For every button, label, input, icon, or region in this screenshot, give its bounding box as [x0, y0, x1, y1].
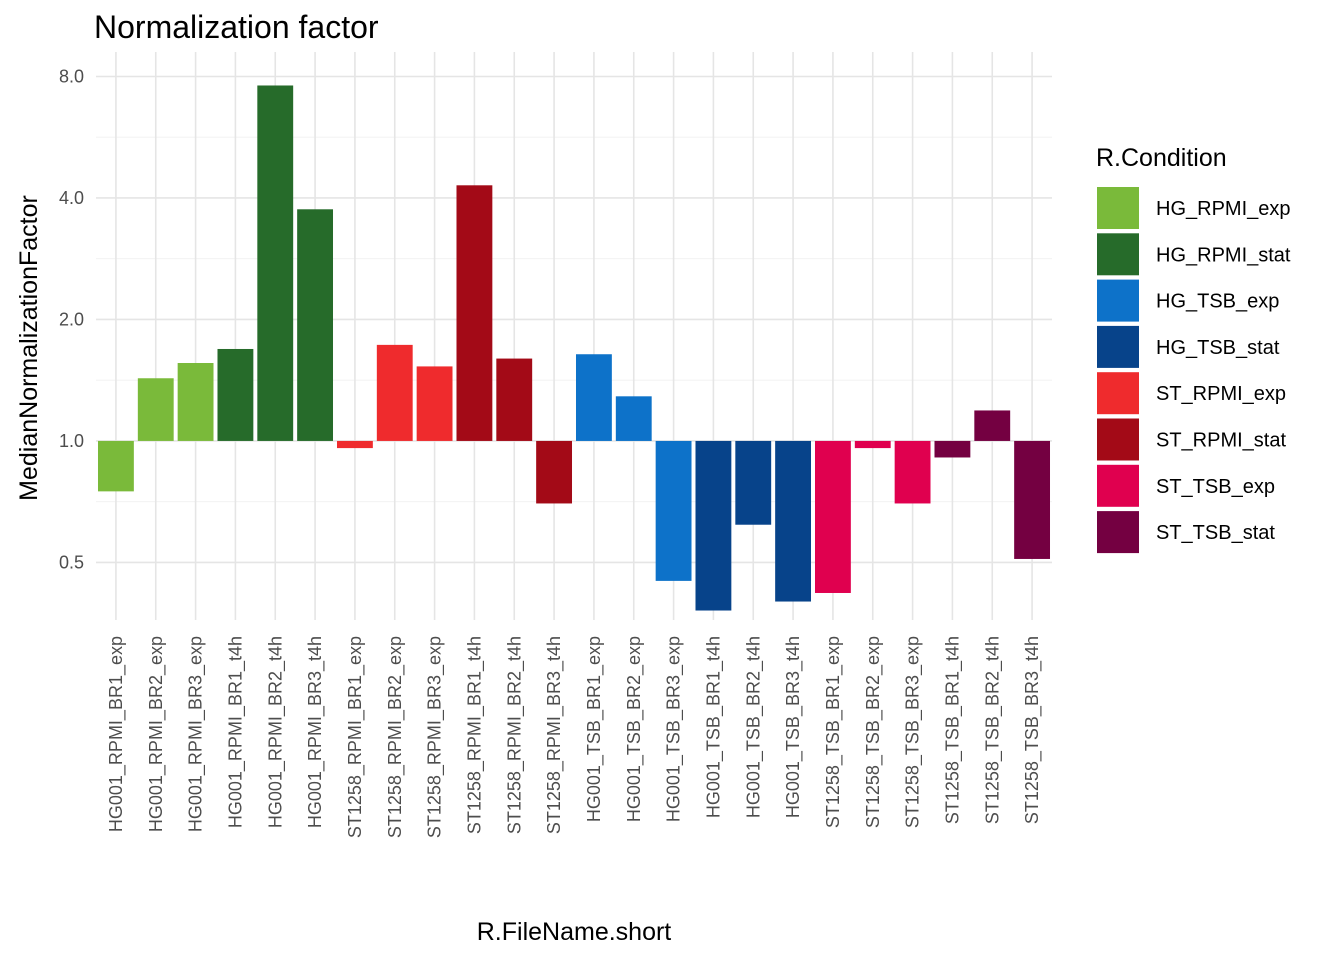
legend-swatch: [1097, 418, 1139, 461]
bar: [97, 440, 134, 492]
y-tick-label: 0.5: [59, 552, 84, 572]
legend-label: ST_RPMI_exp: [1156, 383, 1286, 405]
x-tick-label: HG001_RPMI_BR2_exp: [146, 636, 167, 832]
bar: [615, 396, 652, 441]
x-tick-label: HG001_RPMI_BR3_exp: [186, 636, 207, 832]
x-tick-label: HG001_RPMI_BR1_t4h: [225, 636, 246, 828]
bar: [695, 440, 732, 611]
x-tick-label: HG001_TSB_BR1_t4h: [703, 636, 724, 818]
legend: R.Condition HG_RPMI_exp HG_RPMI_stat HG_TS…: [1096, 144, 1291, 554]
legend-title: R.Condition: [1096, 144, 1227, 172]
bar: [974, 410, 1011, 441]
x-tick-label: HG001_RPMI_BR3_t4h: [305, 636, 326, 828]
x-tick-label: HG001_TSB_BR3_exp: [664, 636, 685, 822]
legend-swatch: [1097, 464, 1139, 507]
bar: [257, 85, 294, 441]
x-axis-title: R.FileName.short: [477, 918, 672, 946]
bar: [416, 366, 453, 441]
bars: [97, 85, 1051, 611]
x-tick-label: HG001_RPMI_BR1_exp: [106, 636, 127, 832]
x-tick-label: ST1258_RPMI_BR1_t4h: [464, 636, 485, 834]
x-tick-label: ST1258_RPMI_BR3_exp: [425, 636, 446, 838]
legend-label: ST_TSB_stat: [1156, 522, 1275, 544]
legend-label: ST_RPMI_stat: [1156, 430, 1286, 452]
x-tick-label: HG001_TSB_BR2_t4h: [743, 636, 764, 818]
x-tick-label: HG001_TSB_BR3_t4h: [783, 636, 804, 818]
chart-title: Normalization factor: [94, 9, 379, 45]
x-tick-label: ST1258_TSB_BR3_exp: [903, 636, 924, 828]
y-tick-label: 1.0: [59, 431, 84, 451]
bar: [775, 440, 812, 602]
x-tick-label: HG001_RPMI_BR2_t4h: [265, 636, 286, 828]
x-tick-label: ST1258_RPMI_BR2_t4h: [504, 636, 525, 834]
bar: [894, 440, 931, 504]
y-tick-label: 4.0: [59, 188, 84, 208]
bar: [655, 440, 692, 581]
legend-swatch: [1097, 325, 1139, 368]
legend-label: HG_TSB_exp: [1156, 291, 1279, 313]
y-axis-ticks: 0.5 1.0 2.0 4.0 8.0: [59, 66, 84, 572]
legend-swatch: [1097, 233, 1139, 276]
x-tick-label: HG001_TSB_BR1_exp: [584, 636, 605, 822]
bar: [536, 440, 573, 504]
y-tick-label: 8.0: [59, 66, 84, 86]
bar: [137, 378, 174, 441]
legend-items: HG_RPMI_exp HG_RPMI_stat HG_TSB_exp HG_TSB_…: [1097, 187, 1291, 554]
x-tick-label: ST1258_TSB_BR2_exp: [863, 636, 884, 828]
x-tick-label: ST1258_TSB_BR3_t4h: [1022, 636, 1043, 824]
y-axis-title: MedianNormalizationFactor: [15, 195, 43, 501]
x-tick-label: ST1258_RPMI_BR3_t4h: [544, 636, 565, 834]
y-tick-label: 2.0: [59, 309, 84, 329]
bar: [456, 185, 493, 441]
legend-label: HG_TSB_stat: [1156, 337, 1280, 359]
bar: [177, 363, 214, 441]
x-tick-label: ST1258_RPMI_BR1_exp: [345, 636, 366, 838]
legend-swatch: [1097, 511, 1139, 554]
bar: [934, 440, 971, 458]
bar: [376, 344, 413, 441]
legend-label: HG_RPMI_exp: [1156, 198, 1291, 220]
bar: [336, 440, 373, 449]
grid-lines: [96, 52, 1052, 620]
x-axis-ticks: HG001_RPMI_BR1_exp HG001_RPMI_BR2_exp HG00…: [106, 636, 1043, 838]
x-tick-label: ST1258_TSB_BR1_t4h: [942, 636, 963, 824]
legend-swatch: [1097, 279, 1139, 322]
x-tick-label: HG001_TSB_BR2_exp: [624, 636, 645, 822]
legend-swatch: [1097, 372, 1139, 415]
bar: [297, 209, 334, 441]
bar: [496, 358, 533, 441]
bar: [217, 348, 254, 441]
x-tick-label: ST1258_TSB_BR2_t4h: [982, 636, 1003, 824]
bar: [575, 354, 612, 441]
bar: [854, 440, 891, 449]
legend-label: HG_RPMI_stat: [1156, 244, 1291, 266]
x-tick-label: ST1258_TSB_BR1_exp: [823, 636, 844, 828]
legend-label: ST_TSB_exp: [1156, 476, 1275, 498]
bar: [735, 440, 772, 525]
x-tick-label: ST1258_RPMI_BR2_exp: [385, 636, 406, 838]
bar: [814, 440, 851, 593]
legend-swatch: [1097, 187, 1139, 229]
bar: [1014, 440, 1051, 559]
